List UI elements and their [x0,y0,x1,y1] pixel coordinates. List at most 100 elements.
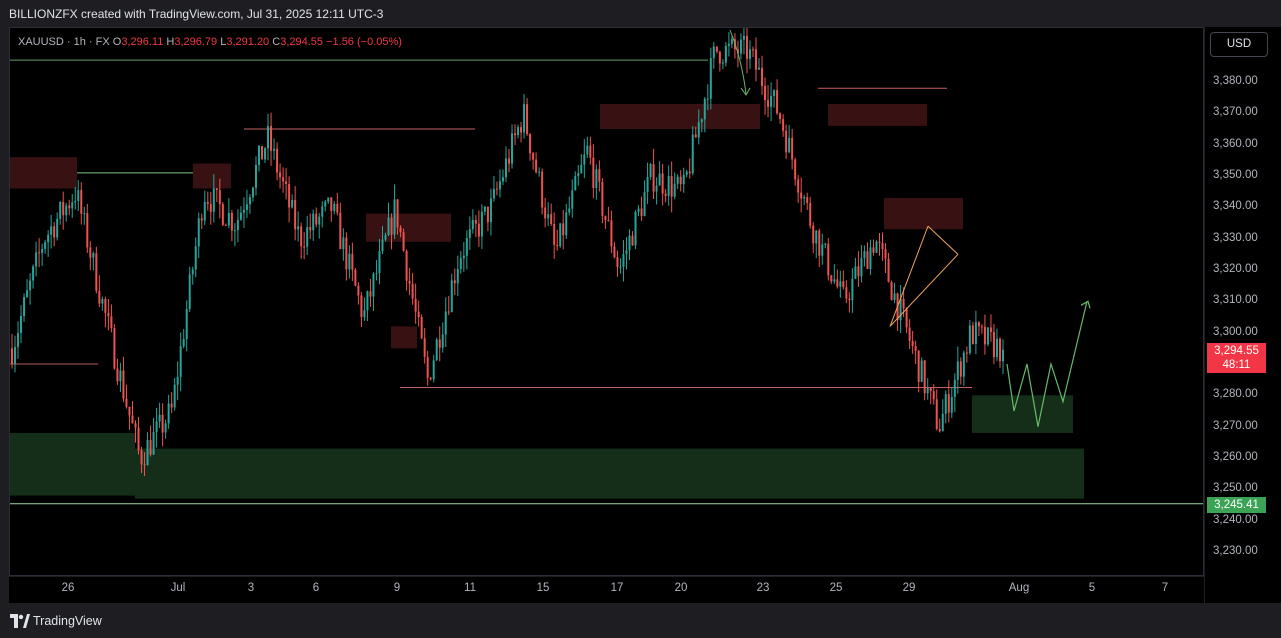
candle-body [462,255,465,259]
candle-body [815,230,818,244]
candle-body [833,279,836,282]
candle-body [977,322,980,327]
candle-body [568,208,571,213]
candle-body [860,258,863,277]
candle-body [113,328,116,369]
projection-arrow-icon [1080,300,1091,309]
candle-body [965,352,968,354]
time-tick: 23 [756,582,770,594]
candle-body [14,347,17,364]
candle-body [411,283,414,299]
candle-body [956,361,959,380]
candle-body [923,360,926,394]
candle-body [938,429,941,432]
candle-body [447,311,450,313]
legend-high-label: H [166,36,175,48]
candle-body [562,223,565,236]
candle-body [761,67,764,86]
candle-body [607,220,610,222]
candle-body [197,218,200,247]
candle-body [523,104,526,133]
candle-body [468,229,471,239]
demand-zone [972,395,1073,433]
candle-body [628,235,631,251]
time-tick: 5 [1088,582,1096,594]
candle-body [670,176,673,197]
candle-body [444,311,447,335]
candle-body [788,137,791,153]
candle-body [396,199,399,228]
candle-body [544,207,547,219]
candle-body [797,179,800,193]
candle-body [541,171,544,208]
price-tick: 3,270.00 [1213,419,1258,432]
candle-body [134,423,137,428]
candle-body [514,133,517,136]
currency-button[interactable]: USD [1210,32,1268,57]
candle-body [700,119,703,123]
candle-body [348,253,351,270]
candle-body [571,190,574,209]
candle-body [932,391,935,400]
legend-low: 3,291.20 [226,36,270,48]
candle-body [465,238,468,256]
candle-body [200,218,203,221]
candle-body [643,192,646,217]
candle-body [962,352,965,377]
price-tick: 3,360.00 [1213,137,1258,150]
legend-close: 3,294.55 [280,36,324,48]
candle-body [71,202,74,209]
candle-body [959,361,962,377]
candle-body [191,269,194,275]
candle-body [206,201,209,204]
candle-body [694,134,697,138]
candle-body [321,206,324,217]
candle-body [658,173,661,186]
candle-body [911,340,914,347]
candle-body [679,176,682,185]
supply-zone [600,103,760,129]
candle-body [980,326,983,328]
countdown-value: 48:11 [1222,359,1251,371]
candle-body [38,252,41,254]
candle-body [224,224,227,226]
candle-body [339,212,342,250]
plot-layer [10,28,1203,505]
candle-body [315,213,318,225]
price-tick: 3,310.00 [1213,294,1258,307]
legend-high: 3,296.79 [174,36,218,48]
candle-body [676,176,679,184]
candle-body [176,376,179,385]
time-axis[interactable] [9,577,1204,603]
candle-body [89,247,92,258]
candle-body [480,211,483,237]
candle-body [408,280,411,284]
candle-body [697,122,700,138]
price-tick: 3,380.00 [1213,75,1258,87]
candle-body [155,421,158,432]
candle-body [905,308,908,328]
candle-body [230,212,233,231]
candle-body [26,290,29,298]
symbol-legend: XAUUSD · 1h · FX O3,296.11 H3,296.79 L3,… [18,36,402,48]
candle-body [50,226,53,235]
candle-body [857,266,860,277]
candle-body [773,90,776,96]
candle-body [417,311,420,317]
candle-body [806,197,809,204]
candle-body [884,249,887,259]
candle-body [122,370,125,399]
candle-body [62,201,65,216]
candle-body [489,198,492,223]
candle-body [745,35,748,59]
candle-body [604,216,607,221]
candle-body [893,293,896,301]
projection-path [1006,301,1088,427]
candle-body [992,332,995,358]
candle-body [767,100,770,107]
price-tick: 3,370.00 [1213,106,1258,119]
legend-symbol: XAUUSD · 1h · FX [18,36,110,48]
supply-zone [10,157,77,189]
candle-body [532,153,535,160]
